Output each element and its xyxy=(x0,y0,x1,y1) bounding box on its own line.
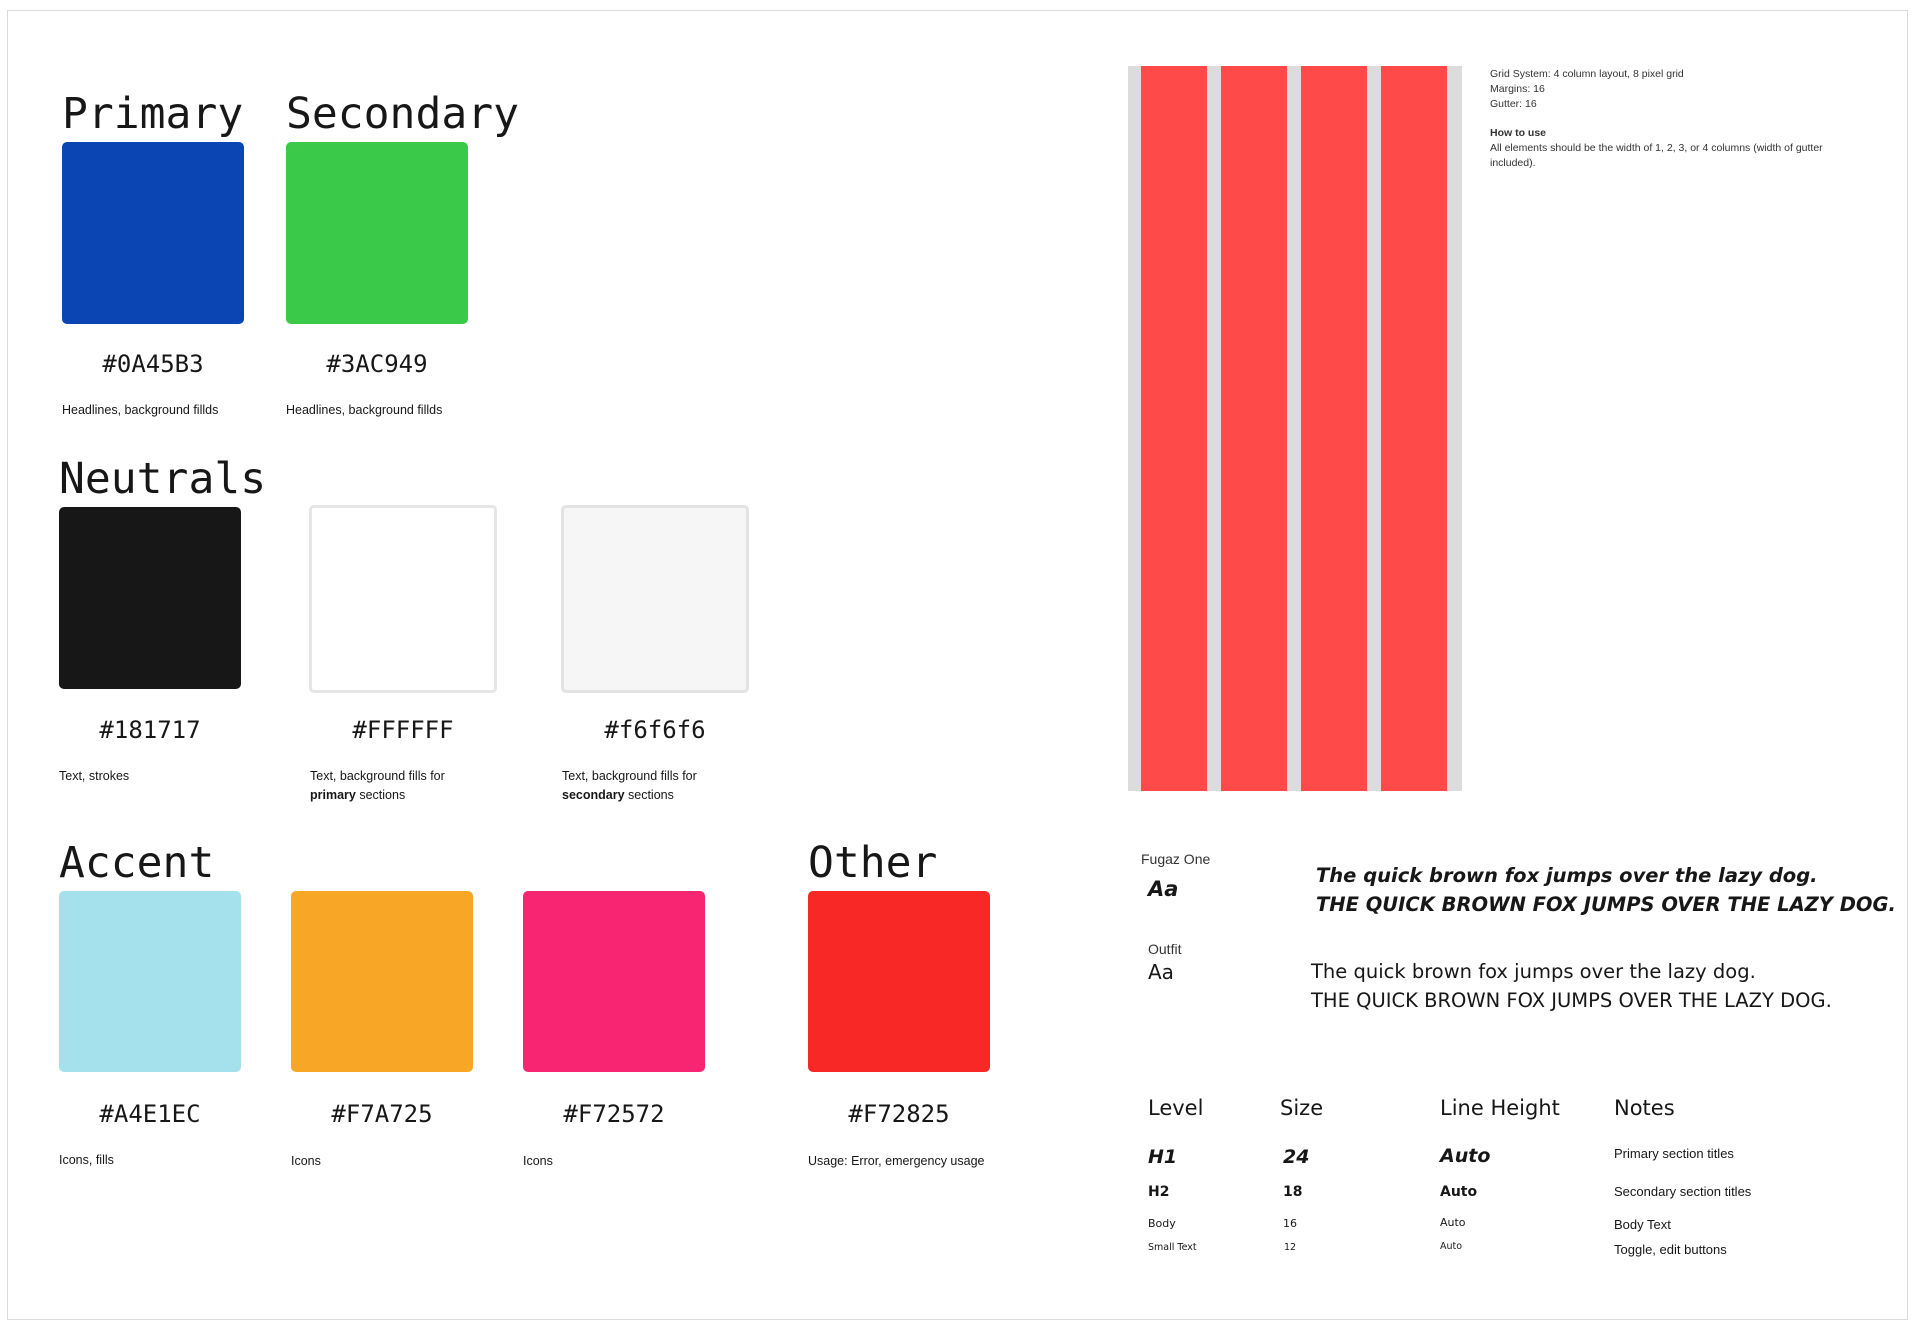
neutral-black-hex: #181717 xyxy=(99,716,201,744)
neutral-white-hex: #FFFFFF xyxy=(352,716,454,744)
primary-usage: Headlines, background fillds xyxy=(62,403,219,417)
row-small-size: 12 xyxy=(1284,1242,1297,1253)
grid-gutter-line: Gutter: 16 xyxy=(1490,98,1537,110)
accent-light-blue-usage: Icons, fills xyxy=(59,1153,114,1167)
accent-orange-swatch xyxy=(291,891,473,1072)
outfit-aa-sample: Aa xyxy=(1148,960,1174,984)
secondary-swatch xyxy=(286,142,468,324)
other-red-swatch xyxy=(808,891,990,1072)
row-h1-line-height: Auto xyxy=(1440,1145,1491,1167)
neutral-black-swatch xyxy=(59,507,241,689)
accent-pink-usage: Icons xyxy=(523,1154,553,1168)
row-body-line-height: Auto xyxy=(1440,1216,1466,1229)
row-small-line-height: Auto xyxy=(1440,1241,1463,1252)
fugaz-aa-sample: Aa xyxy=(1148,877,1179,901)
table-header-line-height: Line Height xyxy=(1440,1096,1560,1120)
primary-swatch xyxy=(62,142,244,324)
neutrals-heading: Neutrals xyxy=(59,454,267,504)
accent-heading: Accent xyxy=(59,838,215,888)
grid-column-4 xyxy=(1381,66,1447,791)
table-header-notes: Notes xyxy=(1614,1096,1675,1120)
row-body-notes: Body Text xyxy=(1614,1217,1671,1232)
grid-notes: Grid System: 4 column layout, 8 pixel gr… xyxy=(1490,67,1890,171)
other-heading: Other xyxy=(808,838,938,888)
row-h1-size: 24 xyxy=(1283,1146,1310,1168)
row-body-level: Body xyxy=(1148,1217,1176,1230)
neutral-white-swatch xyxy=(309,505,497,693)
table-header-level: Level xyxy=(1148,1096,1204,1120)
row-small-notes: Toggle, edit buttons xyxy=(1614,1242,1727,1257)
grid-preview xyxy=(1128,66,1462,791)
how-to-use-text-1: All elements should be the width of 1, 2… xyxy=(1490,142,1823,154)
accent-pink-swatch xyxy=(523,891,705,1072)
grid-column-1 xyxy=(1141,66,1207,791)
grid-margins-line: Margins: 16 xyxy=(1490,83,1545,95)
primary-hex: #0A45B3 xyxy=(102,350,204,378)
grid-system-line: Grid System: 4 column layout, 8 pixel gr… xyxy=(1490,68,1684,80)
accent-pink-hex: #F72572 xyxy=(563,1100,665,1128)
neutral-black-usage: Text, strokes xyxy=(59,769,130,783)
primary-heading: Primary xyxy=(62,89,244,139)
how-to-use-title: How to use xyxy=(1490,127,1547,139)
other-red-usage: Usage: Error, emergency usage xyxy=(808,1154,985,1168)
fugaz-sample-lowercase: The quick brown fox jumps over the lazy … xyxy=(1316,864,1818,887)
secondary-hex: #3AC949 xyxy=(326,350,428,378)
accent-light-blue-swatch xyxy=(59,891,241,1072)
row-h1-level: H1 xyxy=(1148,1146,1178,1168)
grid-column-3 xyxy=(1301,66,1367,791)
accent-light-blue-hex: #A4E1EC xyxy=(99,1100,201,1128)
row-h2-level: H2 xyxy=(1148,1184,1170,1200)
neutral-light-gray-hex: #f6f6f6 xyxy=(604,716,706,744)
accent-orange-hex: #F7A725 xyxy=(331,1100,433,1128)
row-h1-notes: Primary section titles xyxy=(1614,1146,1734,1161)
neutral-light-gray-swatch xyxy=(561,505,749,693)
row-h2-notes: Secondary section titles xyxy=(1614,1184,1752,1199)
accent-orange-usage: Icons xyxy=(291,1154,321,1168)
row-h2-size: 18 xyxy=(1283,1184,1303,1200)
table-header-size: Size xyxy=(1280,1096,1324,1120)
outfit-font-name: Outfit xyxy=(1148,941,1182,957)
outfit-sample-lowercase: The quick brown fox jumps over the lazy … xyxy=(1311,960,1756,983)
fugaz-font-name: Fugaz One xyxy=(1141,851,1211,867)
outfit-sample-uppercase: THE QUICK BROWN FOX JUMPS OVER THE LAZY … xyxy=(1311,989,1832,1012)
fugaz-sample-uppercase: THE QUICK BROWN FOX JUMPS OVER THE LAZY … xyxy=(1316,893,1896,916)
neutral-light-gray-usage: Text, background fills for secondary sec… xyxy=(562,769,697,802)
how-to-use-text-2: included). xyxy=(1490,157,1536,169)
row-h2-line-height: Auto xyxy=(1440,1184,1478,1200)
other-red-hex: #F72825 xyxy=(848,1100,950,1128)
secondary-heading: Secondary xyxy=(286,89,519,139)
grid-column-2 xyxy=(1221,66,1287,791)
row-body-size: 16 xyxy=(1283,1217,1297,1230)
secondary-usage: Headlines, background fillds xyxy=(286,403,443,417)
neutral-white-usage: Text, background fills for primary secti… xyxy=(310,769,445,802)
row-small-level: Small Text xyxy=(1148,1242,1197,1253)
